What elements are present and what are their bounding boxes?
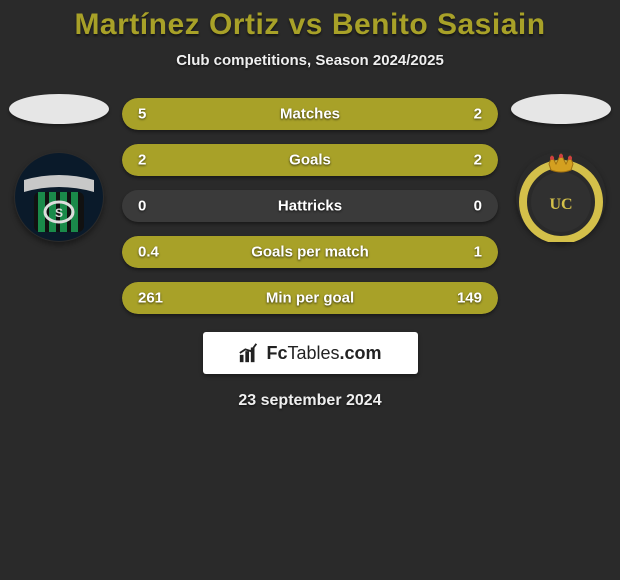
chart-icon [238,342,260,364]
left-player-col: S [4,94,114,242]
page-title: Martínez Ortiz vs Benito Sasiain [0,8,620,42]
stat-left-value: 2 [138,152,146,169]
right-player-col: UC [506,94,616,242]
date-line: 23 september 2024 [0,392,620,410]
stat-bar: 2 2 Goals [122,144,498,176]
stat-label: Goals [289,152,331,169]
stat-left-value: 261 [138,290,163,307]
player-photo-placeholder-right [511,94,611,124]
crest-right-svg: UC [516,152,606,242]
stats-column: 5 2 Matches 2 2 Goals 0 0 Hattricks 0.4 1 Goals per… [122,94,498,314]
comparison-card: Martínez Ortiz vs Benito Sasiain Club co… [0,0,620,410]
stat-bar: 5 2 Matches [122,98,498,130]
crest-left-svg: S [14,152,104,242]
stat-bar: 0.4 1 Goals per match [122,236,498,268]
fctables-logo[interactable]: FcTables.com [203,332,418,374]
stat-bar: 261 149 Min per goal [122,282,498,314]
stat-left-value: 0.4 [138,244,159,261]
stat-right-value: 2 [474,152,482,169]
stat-label: Matches [280,106,340,123]
stat-bar: 0 0 Hattricks [122,190,498,222]
stat-right-value: 2 [474,106,482,123]
club-crest-right: UC [516,152,606,242]
svg-text:S: S [55,206,63,220]
stat-left-value: 0 [138,198,146,215]
main-row: S 5 2 Matches 2 2 Goals 0 0 Hattricks 0.4 1 Goals p… [0,94,620,314]
stat-label: Hattricks [278,198,342,215]
stat-right-value: 0 [474,198,482,215]
stat-label: Min per goal [266,290,354,307]
stat-label: Goals per match [251,244,369,261]
svg-text:UC: UC [549,196,572,213]
player-photo-placeholder-left [9,94,109,124]
stat-right-value: 1 [474,244,482,261]
subtitle: Club competitions, Season 2024/2025 [0,52,620,69]
stat-right-value: 149 [457,290,482,307]
club-crest-left: S [14,152,104,242]
logo-text: FcTables.com [266,343,381,364]
stat-left-value: 5 [138,106,146,123]
